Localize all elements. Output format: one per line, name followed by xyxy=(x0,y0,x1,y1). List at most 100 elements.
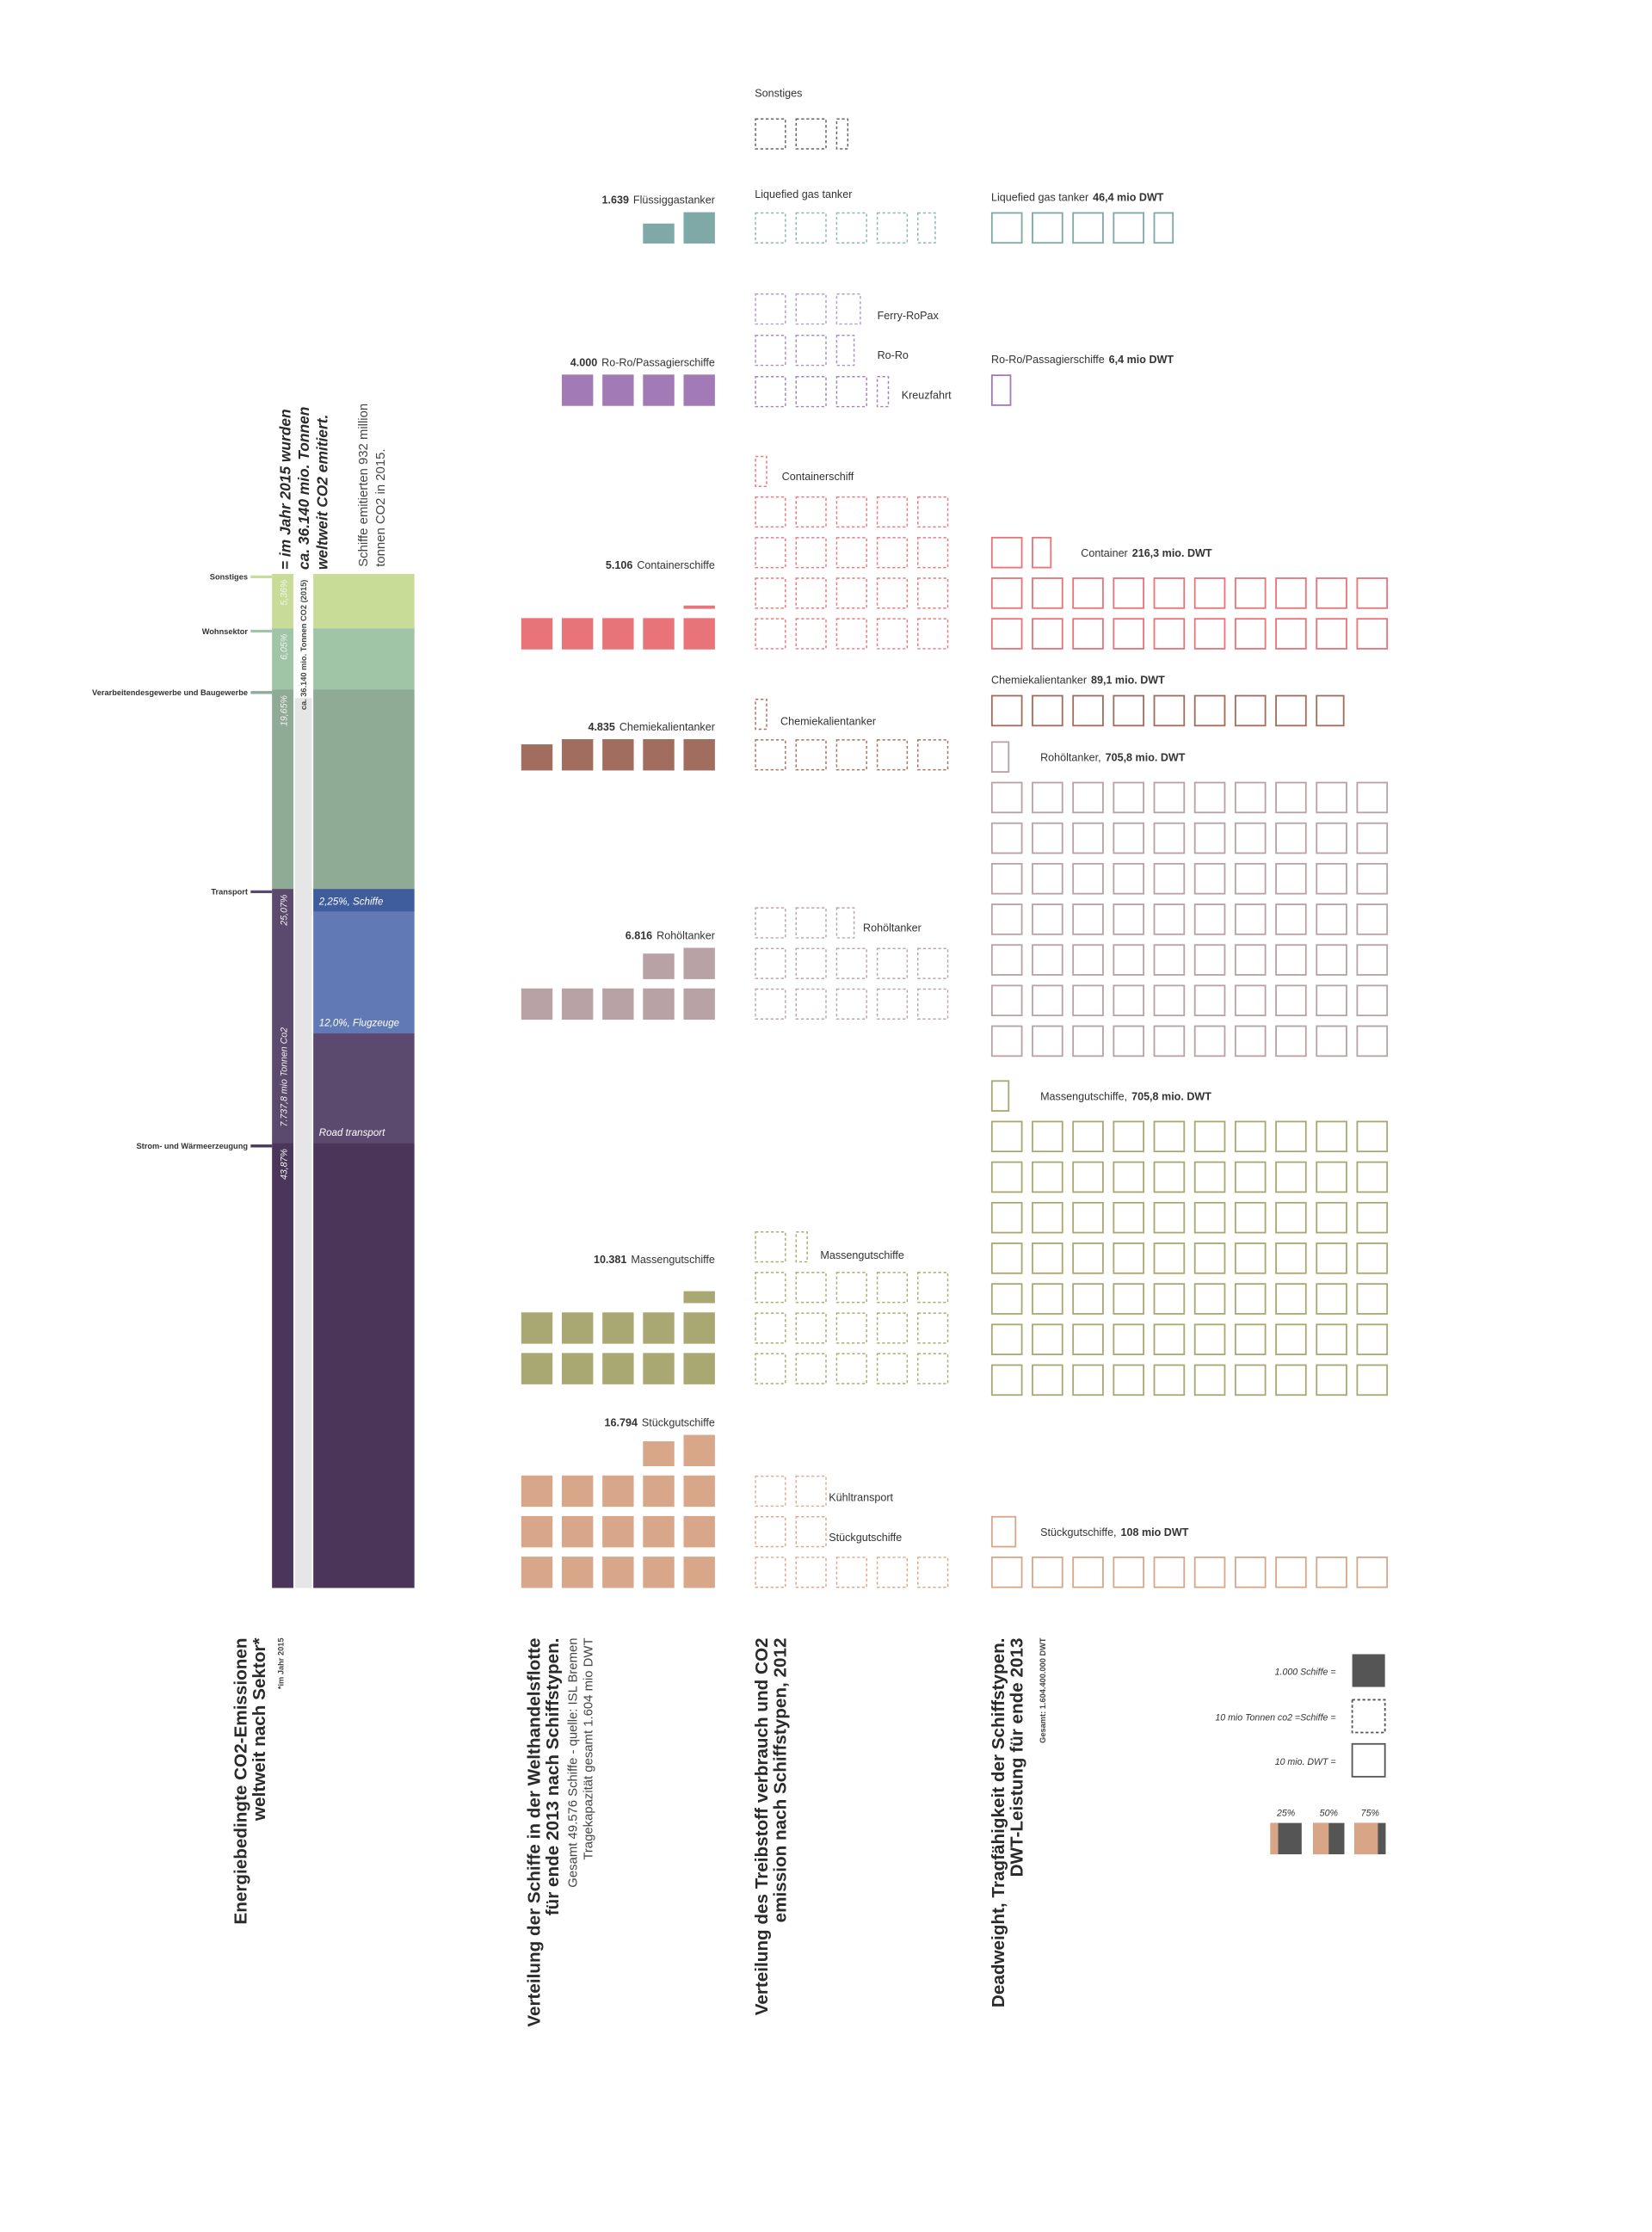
fraction-label: 25% xyxy=(1276,1808,1295,1818)
fleet-count: 16.794 xyxy=(605,1417,638,1429)
legend-swatch xyxy=(1351,1742,1386,1778)
dwt-square xyxy=(1072,903,1104,935)
dwt-title: DWT-Leistung für ende 2013 xyxy=(1007,1637,1026,1877)
fleet-square xyxy=(643,953,675,979)
fleet-label: 5.106 Containerschiffe xyxy=(606,559,715,571)
dwt-value: 705,8 mio. DWT xyxy=(1106,752,1186,764)
fleet-square xyxy=(683,947,715,979)
dwt-square xyxy=(1356,944,1389,976)
dwt-square xyxy=(1193,984,1226,1017)
fleet-square xyxy=(521,1557,553,1588)
dwt-square xyxy=(1356,1120,1389,1153)
co2-square xyxy=(917,739,949,771)
fleet-type: Flüssiggastanker xyxy=(633,194,715,207)
fleet-count: 10.381 xyxy=(594,1254,626,1266)
sector-thin-bar xyxy=(272,889,293,1144)
dwt-square xyxy=(1316,944,1347,976)
co2-square xyxy=(755,618,786,650)
dwt-square xyxy=(1316,1242,1347,1274)
dwt-square xyxy=(1275,1120,1307,1153)
co2-square xyxy=(755,496,786,528)
dwt-square xyxy=(1072,1120,1104,1153)
co2-title: Verteilung des Treibstoff verbrauch und … xyxy=(752,1637,772,2015)
dwt-label: Massengutschiffe, 705,8 mio. DWT xyxy=(1040,1091,1211,1103)
co2-square xyxy=(755,1475,786,1508)
fleet-count: 4.835 xyxy=(588,721,614,733)
dwt-square xyxy=(1072,1025,1104,1057)
dwt-type: Liquefied gas tanker xyxy=(991,191,1088,203)
dwt-square xyxy=(1153,694,1186,727)
dwt-square xyxy=(1153,944,1186,976)
fleet-square xyxy=(602,1312,634,1344)
fleet-square xyxy=(683,618,715,650)
fleet-square xyxy=(561,374,594,406)
co2-square xyxy=(795,496,827,528)
fleet-square xyxy=(683,374,715,406)
dwt-square xyxy=(1072,984,1104,1017)
dwt-square xyxy=(1234,781,1267,814)
co2-square xyxy=(795,1272,827,1304)
co2-square xyxy=(876,212,909,244)
dwt-square xyxy=(1113,1025,1145,1057)
sector-percent: 25,07% xyxy=(280,895,290,927)
co2-label: Stückgutschiffe xyxy=(829,1532,902,1544)
note-line: Schiffe emitierten 932 million xyxy=(357,404,371,567)
sector-name: Wohnsektor xyxy=(202,627,249,636)
dwt-square xyxy=(1234,1283,1267,1315)
sector-part-label: 2,25%, Schiffe xyxy=(318,897,384,907)
fleet-type: Ro-Ro/Passagierschiffe xyxy=(601,356,715,368)
dwt-square xyxy=(1193,694,1226,727)
co2-square xyxy=(917,618,949,650)
dwt-square xyxy=(1275,1242,1307,1274)
dwt-square xyxy=(1316,618,1347,650)
co2-square xyxy=(876,537,909,569)
dwt-square xyxy=(1316,781,1347,814)
fleet-square xyxy=(561,1475,594,1508)
fleet-type: Containerschiffe xyxy=(637,559,715,571)
dwt-square xyxy=(1356,1364,1389,1397)
fleet-square xyxy=(521,1515,553,1548)
co2-square xyxy=(835,1312,867,1344)
dwt-square xyxy=(1153,1120,1186,1153)
co2-square xyxy=(917,212,936,244)
co2-square xyxy=(835,988,867,1020)
fleet-square xyxy=(643,988,675,1020)
fleet-square xyxy=(683,1557,715,1588)
co2-square xyxy=(835,1557,867,1588)
fleet-square xyxy=(643,1441,675,1467)
intro-line: = im Jahr 2015 wurden xyxy=(277,409,294,570)
dwt-square xyxy=(1275,822,1307,854)
co2-square xyxy=(755,577,786,609)
dwt-square xyxy=(1193,781,1226,814)
co2-title: emission nach Schiffstypen, 2012 xyxy=(771,1637,791,1922)
co2-label: Kühltransport xyxy=(829,1492,893,1504)
fleet-square xyxy=(683,1475,715,1508)
chart-title: Energiebedingte CO2-Emissionen xyxy=(231,1637,250,1924)
co2-square xyxy=(755,698,767,731)
co2-square xyxy=(835,1272,867,1304)
co2-square xyxy=(795,1312,827,1344)
legend-label: 1.000 Schiffe = xyxy=(1275,1667,1336,1677)
co2-square xyxy=(795,739,827,771)
dwt-label: Container 216,3 mio. DWT xyxy=(1081,547,1212,559)
dwt-square xyxy=(1153,1323,1186,1355)
co2-square xyxy=(755,455,767,487)
co2-square xyxy=(795,947,827,979)
dwt-square xyxy=(1153,212,1174,244)
co2-square xyxy=(755,947,786,979)
dwt-square xyxy=(1072,822,1104,854)
fleet-square xyxy=(521,988,553,1020)
co2-label: Liquefied gas tanker xyxy=(755,188,852,200)
co2-square xyxy=(876,496,909,528)
dwt-square xyxy=(990,1283,1023,1315)
co2-square xyxy=(917,1272,949,1304)
co2-square xyxy=(755,1312,786,1344)
fleet-label: 1.639 Flüssiggastanker xyxy=(602,194,715,207)
sector-name: Verarbeitendesgewerbe und Baugewerbe xyxy=(92,688,248,697)
dwt-square xyxy=(1113,862,1145,895)
dwt-square xyxy=(1113,1283,1145,1315)
dwt-square xyxy=(1113,1161,1145,1193)
fleet-square xyxy=(561,1312,594,1344)
co2-square xyxy=(835,618,867,650)
